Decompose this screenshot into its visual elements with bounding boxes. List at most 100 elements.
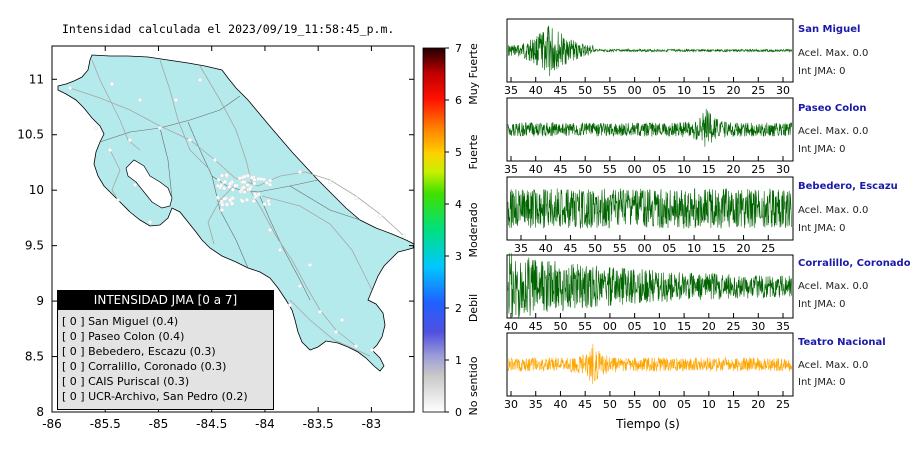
map-title: Intensidad calculada el 2023/09/19_11:58… xyxy=(62,22,395,36)
station-dot xyxy=(107,147,112,152)
station-dot xyxy=(187,137,192,142)
station-dot xyxy=(219,183,224,188)
station-dot xyxy=(354,195,359,200)
station-dots xyxy=(67,77,407,353)
panel-acel-max: Acel. Max. 0.0 xyxy=(798,126,869,137)
station-dot xyxy=(242,174,247,179)
station-dot xyxy=(340,318,345,323)
station-dot xyxy=(241,180,246,185)
station-dot xyxy=(298,169,303,174)
station-dot xyxy=(334,330,339,335)
time-tick-label: 25 xyxy=(751,163,765,176)
station-dot xyxy=(219,173,224,178)
time-axis-label: Tiempo (s) xyxy=(615,417,680,431)
station-dot xyxy=(224,202,229,207)
colorbar-tick-label: 6 xyxy=(455,94,462,107)
station-dot xyxy=(254,193,259,198)
time-tick-label: 30 xyxy=(504,398,518,411)
colorbar-tick-label: 1 xyxy=(455,354,462,367)
station-dot xyxy=(219,207,224,212)
panel-station-name: Teatro Nacional xyxy=(798,337,886,348)
legend-entry-bebedero: [ 0 ] Bebedero, Escazu (0.3) xyxy=(62,345,216,358)
time-tick-label: 00 xyxy=(628,84,642,97)
station-dot xyxy=(137,97,142,102)
station-dot xyxy=(268,182,273,187)
time-tick-label: 40 xyxy=(529,84,543,97)
waveform-trace xyxy=(507,343,792,385)
station-dot xyxy=(370,348,375,353)
station-dot xyxy=(245,197,250,202)
time-tick-label: 55 xyxy=(603,84,617,97)
station-dot xyxy=(127,137,132,142)
time-tick-label: 50 xyxy=(603,398,617,411)
station-dot xyxy=(109,81,114,86)
time-tick-label: 50 xyxy=(553,320,567,333)
time-tick-label: 05 xyxy=(662,242,676,255)
time-tick-label: 00 xyxy=(652,398,666,411)
time-tick-label: 00 xyxy=(638,242,652,255)
map-frame xyxy=(51,45,415,413)
panel-station-name: San Miguel xyxy=(798,24,861,35)
station-dot xyxy=(266,198,271,203)
lon-tick-label: -85.5 xyxy=(90,417,121,431)
station-dot xyxy=(241,185,246,190)
panel-acel-max: Acel. Max. 0.0 xyxy=(798,48,869,59)
lon-tick-label: -84 xyxy=(255,417,275,431)
time-tick-label: 40 xyxy=(529,163,543,176)
time-tick-label: 30 xyxy=(776,163,790,176)
waveform-trace xyxy=(507,25,792,77)
colorbar-category-label: Fuerte xyxy=(467,134,480,169)
station-dot xyxy=(318,310,323,315)
station-dot xyxy=(230,187,235,192)
time-tick-label: 15 xyxy=(702,84,716,97)
time-tick-label: 25 xyxy=(761,242,775,255)
station-dot xyxy=(268,178,273,183)
station-dot xyxy=(224,173,229,178)
lat-tick-label: 8 xyxy=(36,405,44,419)
time-tick-label: 05 xyxy=(628,320,642,333)
time-tick-label: 00 xyxy=(603,320,617,333)
colorbar-tick-label: 0 xyxy=(455,406,462,419)
colorbar-tick-label: 2 xyxy=(455,302,462,315)
station-dot xyxy=(402,233,407,238)
time-tick-label: 35 xyxy=(514,242,528,255)
time-tick-label: 25 xyxy=(751,84,765,97)
panel-int-jma: Int JMA: 0 xyxy=(798,144,846,155)
time-tick-label: 10 xyxy=(702,398,716,411)
station-dot xyxy=(354,344,359,349)
station-dot xyxy=(230,201,235,206)
colorbar-axes: 0 1 2 3 4 5 6 7 No sentido Debil Moderado Fuerte Muy… xyxy=(445,42,480,419)
station-dot xyxy=(220,202,225,207)
time-tick-label: 50 xyxy=(578,163,592,176)
gulf-nicoya xyxy=(125,159,173,209)
station-dot xyxy=(197,77,202,82)
colorbar-category-label: No sentido xyxy=(467,356,480,415)
lat-tick-label: 8.5 xyxy=(25,350,44,364)
station-dot xyxy=(222,179,227,184)
station-dot xyxy=(308,263,313,268)
time-tick-label: 15 xyxy=(702,163,716,176)
time-tick-label: 55 xyxy=(603,163,617,176)
map-plot-area xyxy=(57,54,414,372)
panel-station-name: Corralillo, Coronado xyxy=(798,258,910,269)
waveform-trace xyxy=(507,188,792,229)
colorbar-tick-label: 4 xyxy=(455,198,462,211)
station-dot xyxy=(228,197,233,202)
time-tick-label: 10 xyxy=(687,242,701,255)
time-tick-label: 15 xyxy=(727,398,741,411)
time-tick-label: 50 xyxy=(588,242,602,255)
station-dot xyxy=(252,181,257,186)
station-dot xyxy=(264,180,269,185)
panel-station-name: Bebedero, Escazu xyxy=(798,181,898,192)
time-tick-label: 20 xyxy=(727,84,741,97)
station-dot xyxy=(378,213,383,218)
time-tick-label: 35 xyxy=(529,398,543,411)
panel-int-jma: Int JMA: 0 xyxy=(798,299,846,310)
waveform-panel: 40 45 50 55 00 05 10 15 20 25 30 35 xyxy=(504,253,794,333)
station-dot xyxy=(215,195,220,200)
time-tick-label: 05 xyxy=(652,84,666,97)
time-tick-label: 55 xyxy=(578,320,592,333)
station-dot xyxy=(251,199,256,204)
time-tick-label: 05 xyxy=(652,163,666,176)
time-tick-label: 00 xyxy=(628,163,642,176)
